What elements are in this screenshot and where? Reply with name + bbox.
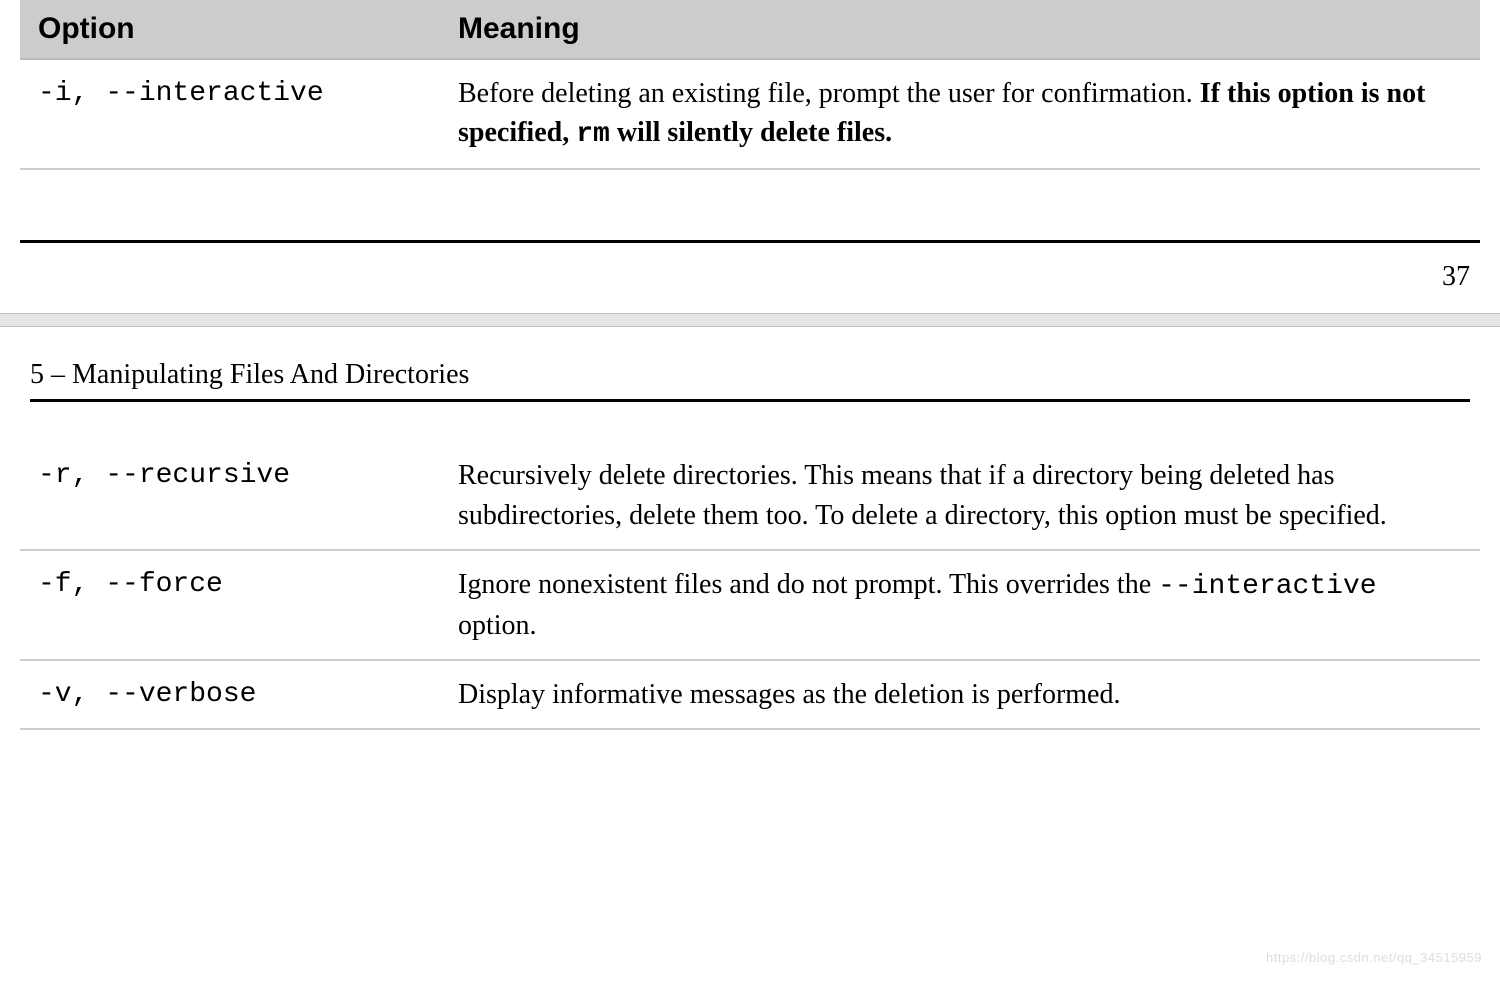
options-table-bottom: -r, --recursive Recursively delete direc… [20,442,1480,730]
table-row: -i, --interactive Before deleting an exi… [20,59,1480,169]
table-row: -f, --force Ignore nonexistent files and… [20,550,1480,660]
meaning-bold-mono: rm [576,119,610,150]
meaning-bold-post: will silently delete files. [610,117,892,148]
option-cell: -v, --verbose [20,660,440,729]
chapter-title: 5 – Manipulating Files And Directories [30,327,1470,402]
meaning-text-post: option. [458,610,537,641]
header-option: Option [20,0,440,59]
option-cell: -r, --recursive [20,442,440,549]
page-separator [0,313,1500,327]
watermark: https://blog.csdn.net/qq_34515959 [1266,950,1482,965]
page-number: 37 [20,240,1480,313]
meaning-cell: Display informative messages as the dele… [440,660,1480,729]
table-header-row: Option Meaning [20,0,1480,59]
meaning-cell: Ignore nonexistent files and do not prom… [440,550,1480,660]
option-cell: -f, --force [20,550,440,660]
page-lower: 5 – Manipulating Files And Directories -… [0,327,1500,730]
header-meaning: Meaning [440,0,1480,59]
option-cell: -i, --interactive [20,59,440,169]
meaning-cell: Recursively delete directories. This mea… [440,442,1480,549]
meaning-text-pre: Ignore nonexistent files and do not prom… [458,569,1158,600]
options-table-top: Option Meaning -i, --interactive Before … [20,0,1480,170]
meaning-cell: Before deleting an existing file, prompt… [440,59,1480,169]
meaning-text: Before deleting an existing file, prompt… [458,78,1200,109]
table-row: -r, --recursive Recursively delete direc… [20,442,1480,549]
meaning-mono: --interactive [1158,571,1376,602]
table-row: -v, --verbose Display informative messag… [20,660,1480,729]
page-upper: Option Meaning -i, --interactive Before … [0,0,1500,313]
